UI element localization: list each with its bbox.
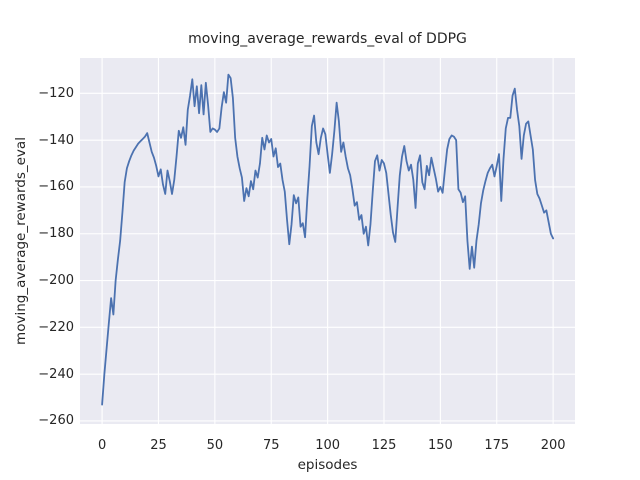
line-chart <box>80 58 575 424</box>
y-tick-label: −200 <box>38 273 74 289</box>
y-tick-label: −260 <box>38 413 74 429</box>
y-tick-label: −240 <box>38 366 74 382</box>
x-tick-label: 175 <box>484 438 510 453</box>
x-tick-label: 25 <box>150 438 167 453</box>
x-tick-label: 100 <box>315 438 341 453</box>
y-tick-label: −160 <box>38 179 74 195</box>
x-tick-label: 0 <box>97 438 107 453</box>
y-tick-label: −140 <box>38 132 74 148</box>
y-tick-label: −220 <box>38 319 74 335</box>
y-tick-label: −120 <box>38 85 74 101</box>
x-tick-label: 125 <box>371 438 397 453</box>
x-axis-label: episodes <box>297 457 358 473</box>
x-tick-label: 200 <box>540 438 566 453</box>
y-tick-label: −180 <box>38 226 74 242</box>
x-tick-label: 150 <box>427 438 453 453</box>
x-tick-label: 50 <box>206 438 224 453</box>
x-tick-label: 75 <box>262 438 280 453</box>
chart-title: moving_average_rewards_eval of DDPG <box>188 31 467 47</box>
plot-area <box>80 58 575 424</box>
data-series-line <box>101 73 555 406</box>
